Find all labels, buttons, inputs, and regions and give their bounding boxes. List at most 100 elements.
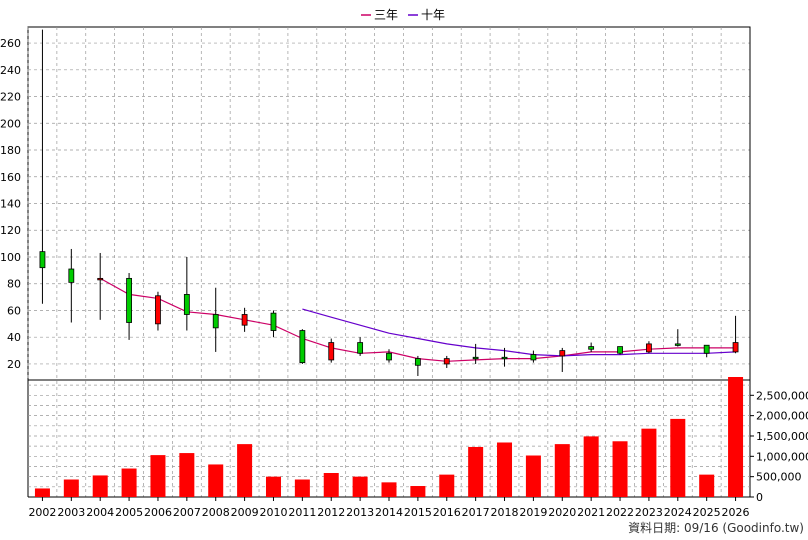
candle-body — [588, 346, 595, 350]
price-panel: 20 40 60 80 100 120 140 160 180 200 220 240 260 — [0, 26, 751, 497]
x-tick-label: 2006 — [144, 506, 172, 519]
candle-body — [357, 342, 364, 354]
x-tick-label: 2012 — [317, 506, 345, 519]
candle-body — [617, 346, 623, 354]
price-tick-label: 40 — [7, 331, 21, 344]
candle-body — [241, 314, 248, 326]
candle-body — [559, 350, 566, 357]
x-tick-label: 2002 — [28, 506, 56, 519]
price-tick-label: 60 — [7, 304, 21, 317]
candle-body — [501, 356, 508, 360]
candle-body — [328, 342, 335, 361]
price-tick-label: 220 — [0, 91, 21, 104]
price-tick-label: 200 — [0, 117, 21, 130]
candle-body — [68, 268, 75, 283]
volume-panel: 0 500,000 1,000,000 1,500,000 2,000,000 2,500… — [27, 27, 808, 504]
x-tick-label: 2008 — [202, 506, 230, 519]
volume-bar — [583, 436, 599, 497]
volume-tick-label: 2,000,000 — [756, 410, 808, 423]
legend-label-10yr: 十年 — [421, 8, 445, 22]
volume-bar — [34, 488, 50, 497]
candle-body — [646, 343, 652, 353]
x-axis: 2002 2003 2004 2005 2006 2007 2008 2009 2010 2011… — [28, 497, 750, 519]
volume-bar — [468, 446, 484, 497]
volume-bar — [237, 444, 253, 497]
legend: 三年 十年 — [361, 8, 445, 22]
volume-bar — [208, 464, 224, 497]
volume-tick-label: 2,500,000 — [756, 389, 808, 402]
ma-line-10yr — [302, 308, 736, 357]
candle-body — [212, 314, 219, 329]
price-tick-label: 20 — [7, 358, 21, 371]
volume-bar — [92, 475, 108, 497]
price-tick-label: 260 — [0, 37, 21, 50]
x-tick-label: 2021 — [577, 506, 605, 519]
volume-bar — [121, 468, 137, 497]
volume-bar — [265, 476, 281, 497]
volume-tick-label: 0 — [756, 491, 763, 504]
volume-bar — [63, 479, 79, 497]
x-tick-label: 2004 — [86, 506, 114, 519]
x-tick-label: 2017 — [462, 506, 490, 519]
candle-body — [472, 356, 479, 360]
volume-tick-label: 1,000,000 — [756, 450, 808, 463]
x-tick-label: 2020 — [548, 506, 576, 519]
candle-body — [126, 277, 132, 323]
volume-tick-label: 1,500,000 — [756, 430, 808, 443]
volume-bar — [525, 455, 541, 497]
x-tick-label: 2011 — [288, 506, 316, 519]
candle-body — [97, 277, 104, 281]
candle-body — [386, 352, 392, 361]
x-tick-label: 2013 — [346, 506, 374, 519]
volume-bar — [699, 474, 715, 497]
volume-bar — [294, 479, 310, 497]
x-tick-label: 2005 — [115, 506, 143, 519]
volume-bar — [497, 442, 513, 497]
price-tick-label: 140 — [0, 198, 21, 211]
volume-bar — [728, 377, 744, 497]
x-tick-label: 2014 — [375, 506, 403, 519]
candle-body — [183, 294, 190, 315]
x-tick-label: 2015 — [404, 506, 432, 519]
candle-body — [155, 295, 161, 325]
x-tick-label: 2022 — [606, 506, 634, 519]
candle-body — [39, 251, 46, 269]
volume-bar — [352, 476, 368, 497]
x-tick-label: 2016 — [433, 506, 461, 519]
volume-bar — [439, 474, 455, 497]
x-tick-label: 2009 — [231, 506, 259, 519]
volume-tick-label: 500,000 — [756, 471, 802, 484]
price-tick-label: 180 — [0, 144, 21, 157]
price-tick-label: 100 — [0, 251, 21, 264]
x-tick-label: 2023 — [635, 506, 663, 519]
volume-bar — [381, 482, 397, 497]
candle-body — [674, 343, 681, 346]
price-tick-label: 120 — [0, 224, 21, 237]
volume-bar — [410, 486, 426, 497]
volume-bar — [670, 418, 686, 497]
x-tick-label: 2026 — [722, 506, 750, 519]
x-tick-label: 2007 — [173, 506, 201, 519]
source-note: 資料日期: 09/16 (Goodinfo.tw) — [628, 521, 804, 535]
volume-bar — [641, 428, 657, 497]
price-tick-label: 240 — [0, 64, 21, 77]
candle-body — [703, 344, 710, 354]
x-tick-label: 2019 — [519, 506, 547, 519]
x-tick-label: 2024 — [664, 506, 692, 519]
candle-body — [732, 342, 739, 353]
candle-body — [530, 354, 537, 361]
x-tick-label: 2010 — [259, 506, 287, 519]
x-tick-label: 2003 — [57, 506, 85, 519]
volume-bar — [612, 441, 628, 497]
volume-bar — [179, 453, 195, 497]
volume-bar — [150, 455, 166, 497]
x-tick-label: 2025 — [693, 506, 721, 519]
volume-bar — [323, 473, 339, 497]
price-tick-label: 160 — [0, 171, 21, 184]
candle-body — [414, 358, 421, 366]
volume-bar — [554, 444, 570, 497]
legend-label-3yr: 三年 — [374, 8, 398, 22]
price-tick-label: 80 — [7, 278, 21, 291]
candle-body — [443, 358, 450, 365]
x-tick-label: 2018 — [491, 506, 519, 519]
